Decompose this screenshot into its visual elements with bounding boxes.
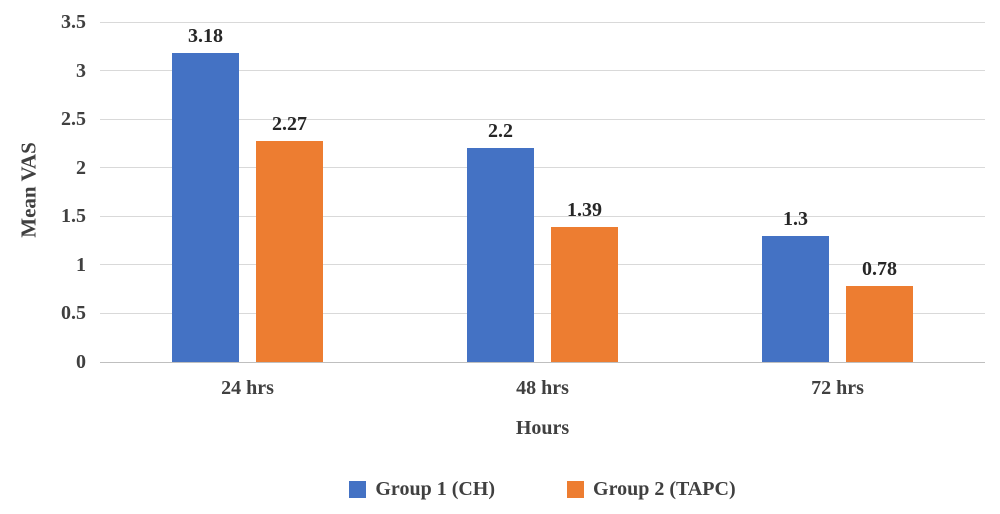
bar-series-1 [172,53,239,362]
legend-swatch-icon [349,481,367,498]
y-tick-label: 2.5 [61,108,86,131]
bar-series-1 [762,235,829,362]
legend-entry: Group 1 (CH) [349,478,495,501]
gridline [100,167,985,169]
y-tick-label: 0.5 [61,302,86,325]
bar-value-label: 1.3 [783,207,808,230]
gridline [100,70,985,72]
bar-series-2 [846,286,913,362]
bar-series-2 [551,226,618,362]
legend-entry: Group 2 (TAPC) [567,478,736,501]
y-tick-label: 1 [76,253,86,276]
x-category-label: 24 hrs [221,377,274,399]
bar-value-label: 2.27 [272,113,307,136]
bar-value-label: 2.2 [488,120,513,143]
gridline [100,118,985,120]
y-tick-label: 0 [76,351,86,373]
legend-swatch-icon [567,481,585,498]
bar-value-label: 0.78 [862,258,897,281]
x-category-label: 48 hrs [516,377,569,399]
bar-series-1 [467,148,534,362]
gridline [100,215,985,217]
gridline [100,312,985,314]
gridline [100,21,985,23]
y-tick-label: 2 [76,156,86,179]
legend-label: Group 2 (TAPC) [593,478,736,500]
y-tick-label: 3 [76,59,86,82]
legend: Group 1 (CH) Group 2 (TAPC) [100,478,985,501]
y-tick-label: 3.5 [61,11,86,33]
x-axis-title: Hours [515,417,570,439]
x-category-label: 72 hrs [811,377,864,399]
legend-label: Group 1 (CH) [375,478,496,500]
x-axis-line [100,361,985,363]
gridline [100,264,985,266]
bar-value-label: 1.39 [567,198,602,221]
bar-value-label: 3.18 [188,25,223,48]
bar-series-2 [256,141,323,362]
y-tick-label: 1.5 [61,205,86,228]
